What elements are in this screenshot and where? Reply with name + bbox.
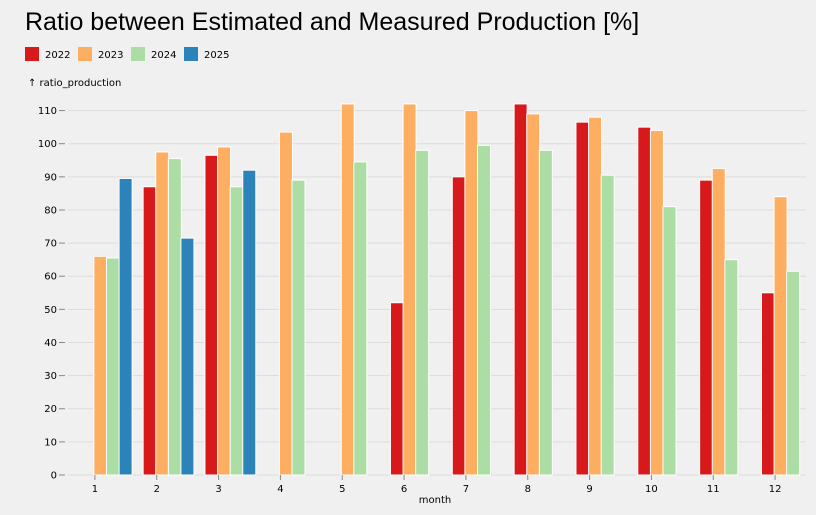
y-tick-label-110: 110 xyxy=(38,106,57,117)
bar-2023-month-12 xyxy=(773,196,788,476)
bar-2025-month-2 xyxy=(180,237,195,476)
bar-2023-month-6 xyxy=(402,103,417,476)
bar-2024-month-6 xyxy=(415,149,430,476)
x-tick-label-8: 8 xyxy=(525,484,531,495)
bar-2025-month-1 xyxy=(118,177,133,476)
y-tick-label-0: 0 xyxy=(51,471,57,482)
bar-2022-month-11 xyxy=(699,179,714,476)
bar-2024-month-4 xyxy=(291,179,306,476)
y-tick-label-10: 10 xyxy=(44,437,57,448)
y-tick-label-70: 70 xyxy=(44,239,57,250)
y-tick-label-60: 60 xyxy=(44,272,57,283)
x-tick-label-2: 2 xyxy=(154,484,160,495)
bar-2022-month-2 xyxy=(142,186,157,476)
y-tick-label-20: 20 xyxy=(44,404,57,415)
bar-2024-month-1 xyxy=(106,257,120,476)
bar-2024-month-7 xyxy=(477,144,491,476)
x-tick-label-6: 6 xyxy=(401,484,407,495)
bar-2022-month-12 xyxy=(760,292,775,476)
y-tick-label-100: 100 xyxy=(38,139,57,150)
chart-title: Ratio between Estimated and Measured Pro… xyxy=(25,8,639,36)
legend-label-2024: 2024 xyxy=(151,50,176,61)
x-tick-label-10: 10 xyxy=(645,484,658,495)
bar-2023-month-2 xyxy=(155,151,170,476)
bar-2024-month-8 xyxy=(538,149,553,476)
bar-2022-month-9 xyxy=(575,121,590,476)
y-tick-label-50: 50 xyxy=(44,305,57,316)
bar-2022-month-3 xyxy=(204,154,219,476)
bar-2023-month-10 xyxy=(649,129,664,476)
x-tick-label-5: 5 xyxy=(339,484,345,495)
y-axis-label: ↑ ratio_production xyxy=(28,78,121,89)
bar-2023-month-4 xyxy=(278,131,293,476)
legend-swatch-2022 xyxy=(25,47,39,61)
bar-2024-month-3 xyxy=(229,186,244,476)
bar-2023-month-5 xyxy=(340,103,355,476)
x-tick-label-4: 4 xyxy=(277,484,283,495)
bar-2023-month-11 xyxy=(711,168,726,476)
bar-2024-month-5 xyxy=(353,161,368,476)
x-tick-label-9: 9 xyxy=(586,484,592,495)
bar-2022-month-7 xyxy=(451,176,466,476)
x-tick-label-7: 7 xyxy=(463,484,469,495)
x-tick-label-11: 11 xyxy=(707,484,720,495)
bar-2022-month-6 xyxy=(389,302,404,476)
bars xyxy=(93,103,801,476)
bar-2022-month-10 xyxy=(637,126,652,476)
y-tick-label-80: 80 xyxy=(44,205,57,216)
x-axis: 1 2 3 4 5 6 7 8 9 10 11 12 xyxy=(92,475,782,495)
legend-swatch-2024 xyxy=(131,47,145,61)
bar-2023-month-1 xyxy=(93,255,108,476)
legend: 2022 2023 2024 2025 xyxy=(25,47,229,61)
bar-2023-month-8 xyxy=(526,113,541,476)
bar-2023-month-7 xyxy=(464,110,479,476)
x-tick-label-3: 3 xyxy=(215,484,221,495)
bar-2024-month-9 xyxy=(600,174,615,476)
y-tick-label-30: 30 xyxy=(44,371,57,382)
bar-2024-month-10 xyxy=(662,206,677,476)
bar-2022-month-8 xyxy=(513,103,528,476)
bar-2024-month-2 xyxy=(167,158,182,476)
x-tick-label-12: 12 xyxy=(769,484,782,495)
legend-label-2025: 2025 xyxy=(204,50,229,61)
legend-swatch-2025 xyxy=(184,47,198,61)
y-tick-label-90: 90 xyxy=(44,172,57,183)
legend-label-2023: 2023 xyxy=(98,50,123,61)
y-axis: 0 10 20 30 40 50 60 70 80 90 100 110 xyxy=(38,106,65,482)
legend-swatch-2023 xyxy=(78,47,92,61)
bar-2025-month-3 xyxy=(242,169,257,476)
x-tick-label-1: 1 xyxy=(92,484,98,495)
bar-2023-month-3 xyxy=(217,146,232,476)
bar-2024-month-12 xyxy=(786,270,801,476)
x-axis-label: month xyxy=(419,495,451,506)
y-tick-label-40: 40 xyxy=(44,338,57,349)
legend-label-2022: 2022 xyxy=(45,50,70,61)
bar-2023-month-9 xyxy=(588,116,603,476)
bar-2024-month-11 xyxy=(724,259,739,476)
